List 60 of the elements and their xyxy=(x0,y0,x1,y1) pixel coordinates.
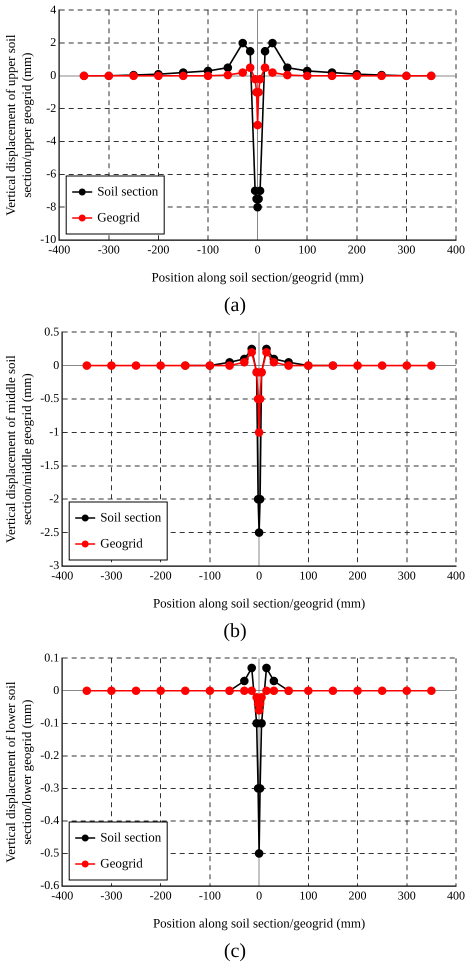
text: (b) xyxy=(222,619,248,644)
y-tick-label: -0.3 xyxy=(40,780,60,795)
y-tick-label: -1 xyxy=(49,424,60,439)
x-tick-label: 100 xyxy=(298,242,316,256)
legend-label: Soil section xyxy=(100,509,162,524)
text: (a) xyxy=(222,293,248,318)
legend-label: Soil section xyxy=(97,183,159,198)
y-tick-label: -4 xyxy=(46,134,56,148)
y-tick-label: 4 xyxy=(50,2,56,16)
y-tick-label: -1.5 xyxy=(40,458,60,472)
x-axis-title: Position along soil section/geogrid (mm) xyxy=(152,596,366,611)
x-axis-title: Position along soil section/geogrid (mm) xyxy=(152,916,366,931)
x-tick-label: -300 xyxy=(100,888,122,902)
x-tick-label: 200 xyxy=(348,242,366,256)
x-tick-label: -200 xyxy=(150,888,172,902)
x-tick-label: -100 xyxy=(198,568,221,582)
x-tick-label: 0 xyxy=(256,888,262,902)
x-tick-label: 100 xyxy=(299,888,318,902)
legend-label: Soil section xyxy=(100,829,162,844)
y-tick-label: 0.1 xyxy=(44,650,60,664)
y-axis-title: Vertical displacement of upper soil section/upper geogrid (mm) xyxy=(3,34,34,216)
y-tick-label: 0.5 xyxy=(44,324,60,338)
y-tick-label: -0.5 xyxy=(40,846,60,860)
text: (c) xyxy=(222,939,248,964)
y-axis-title: Vertical displacement of lower soil section/lower geogrid (mm) xyxy=(3,681,34,863)
x-tick-label: -100 xyxy=(198,888,221,902)
y-tick-label: 0 xyxy=(53,358,60,372)
x-axis-title: Position along soil section/geogrid (mm) xyxy=(151,270,364,285)
y-tick-label: -0.4 xyxy=(40,813,60,828)
y-tick-label: -2 xyxy=(49,491,60,506)
x-tick-label: 100 xyxy=(299,568,318,582)
x-tick-label: 400 xyxy=(447,888,465,902)
x-tick-label: 200 xyxy=(348,568,367,582)
y-tick-label: -2.5 xyxy=(40,524,60,539)
y-tick-label: -2 xyxy=(46,100,56,115)
x-tick-label: 300 xyxy=(398,568,416,582)
x-tick-label: 300 xyxy=(398,888,416,902)
y-axis-title: Vertical displacement of middle soil section/middle geogrid (mm) xyxy=(3,354,34,543)
x-tick-label: -100 xyxy=(197,242,219,256)
x-tick-label: 300 xyxy=(397,242,416,256)
legend-label: Geogrid xyxy=(97,209,140,224)
y-tick-label: -0.2 xyxy=(40,748,60,762)
x-tick-label: -300 xyxy=(100,568,122,582)
x-tick-label: 0 xyxy=(256,568,262,582)
y-tick-label: 0 xyxy=(50,68,56,82)
y-tick-label: 2 xyxy=(50,35,56,50)
x-tick-label: 200 xyxy=(348,888,367,902)
x-tick-label: 400 xyxy=(447,568,465,582)
legend-label: Geogrid xyxy=(100,535,144,550)
x-tick-label: -200 xyxy=(147,242,170,256)
x-tick-label: -300 xyxy=(98,242,120,256)
legend-label: Geogrid xyxy=(100,855,144,870)
x-tick-label: -200 xyxy=(150,568,172,582)
y-tick-label: -6 xyxy=(46,166,56,180)
y-tick-label: -0.5 xyxy=(40,391,60,406)
y-tick-label: -8 xyxy=(46,199,56,214)
x-tick-label: 0 xyxy=(254,242,261,256)
y-tick-label: -0.1 xyxy=(40,715,60,730)
y-tick-label: 0 xyxy=(53,682,60,697)
x-tick-label: 400 xyxy=(447,242,465,256)
